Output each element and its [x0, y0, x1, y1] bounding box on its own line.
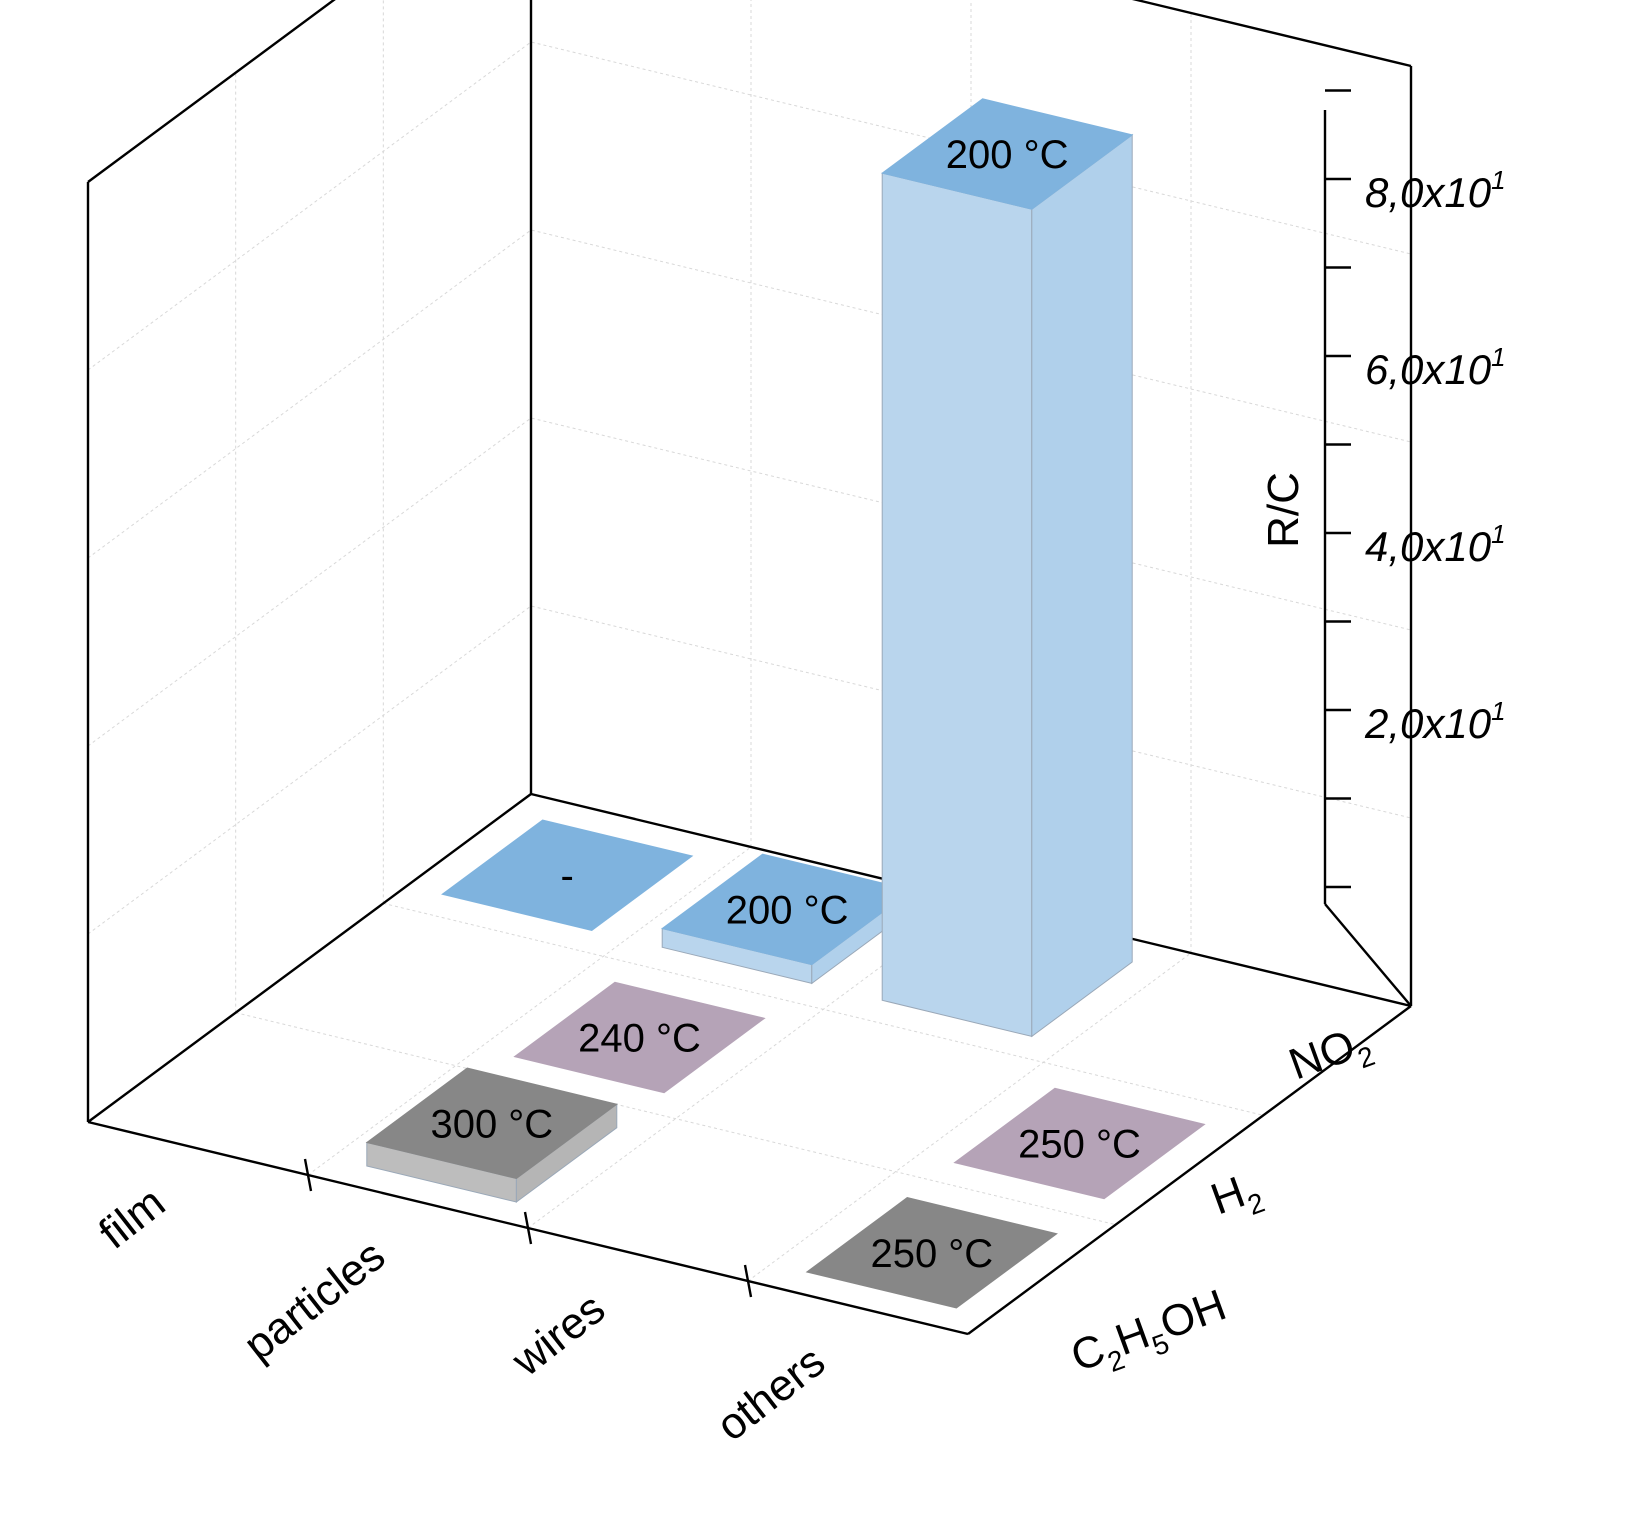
x-tick	[523, 1211, 533, 1245]
bar-front-face	[881, 172, 1033, 1038]
bar-value-label: 240 °C	[578, 1017, 701, 1061]
grid	[87, 0, 1412, 1282]
ticks: 2,0x101 4,0x101 6,0x101 8,0x101	[303, 89, 1506, 1298]
bar-value-label: 250 °C	[870, 1232, 993, 1276]
bars: - 200 °C 200 °C 240 °C 250 °C 300 °C 250 °C	[365, 98, 1206, 1309]
bar-top-face	[953, 1087, 1206, 1200]
axis-frame-line	[967, 1005, 1412, 1335]
z-axis-connector	[1324, 903, 1412, 1007]
floor-grid-x	[307, 846, 752, 1176]
axis-frame-line	[87, 793, 532, 1123]
bar-top-face	[441, 819, 694, 931]
bar-film-NO2: -	[441, 819, 694, 931]
axis-frame-line	[87, 0, 336, 183]
axes	[86, 0, 1413, 1336]
x-category-label: particles	[235, 1231, 394, 1370]
floor-grid-x	[747, 952, 1192, 1282]
x-tick	[303, 1158, 313, 1192]
bar-top-face	[805, 1197, 1058, 1309]
x-category-label: others	[708, 1337, 835, 1451]
bar-others-H2: 250 °C	[953, 1087, 1206, 1200]
y-category-label: C2H5OH	[1065, 1280, 1236, 1389]
bar-top-face	[513, 981, 766, 1094]
wall-grid-z	[87, 417, 1412, 747]
z-tick-label: 8,0x101	[1365, 165, 1506, 216]
x-tick	[743, 1264, 753, 1298]
z-axis-title: R/C	[1259, 472, 1308, 548]
bar-value-label: -	[561, 854, 574, 898]
bar-wires-NO2: 200 °C	[881, 98, 1134, 1038]
bar-value-label: 250 °C	[1018, 1123, 1141, 1167]
floor-grid-y	[235, 1012, 1116, 1226]
bar-side-face	[1031, 133, 1133, 1038]
bar-top-face	[881, 98, 1134, 210]
axis-frame-line	[1131, 0, 1412, 68]
bar-value-label: 200 °C	[946, 133, 1069, 177]
x-category-label: wires	[502, 1284, 614, 1386]
bar-particles-H2: 240 °C	[513, 981, 766, 1094]
z-tick-label: 6,0x101	[1365, 342, 1506, 393]
floor-grid-y	[383, 902, 1264, 1116]
z-tick-label: 4,0x101	[1365, 519, 1506, 570]
bar-value-label: 200 °C	[726, 888, 849, 932]
wall-grid-z	[87, 229, 1412, 559]
bar-top-face	[365, 1067, 618, 1180]
z-tick-label: 2,0x101	[1364, 696, 1506, 747]
bar-others-C2H5OH: 250 °C	[805, 1197, 1058, 1309]
wall-grid-z	[87, 41, 1412, 371]
bar-particles-C2H5OH: 300 °C	[365, 1067, 618, 1203]
bar-particles-NO2: 200 °C	[661, 853, 914, 985]
floor-grid-x	[527, 899, 972, 1229]
x-category-label: film	[90, 1178, 174, 1259]
y-category-label: H2	[1205, 1162, 1269, 1232]
y-category-label: NO2	[1283, 1015, 1379, 1096]
bar-value-label: 300 °C	[430, 1102, 553, 1146]
